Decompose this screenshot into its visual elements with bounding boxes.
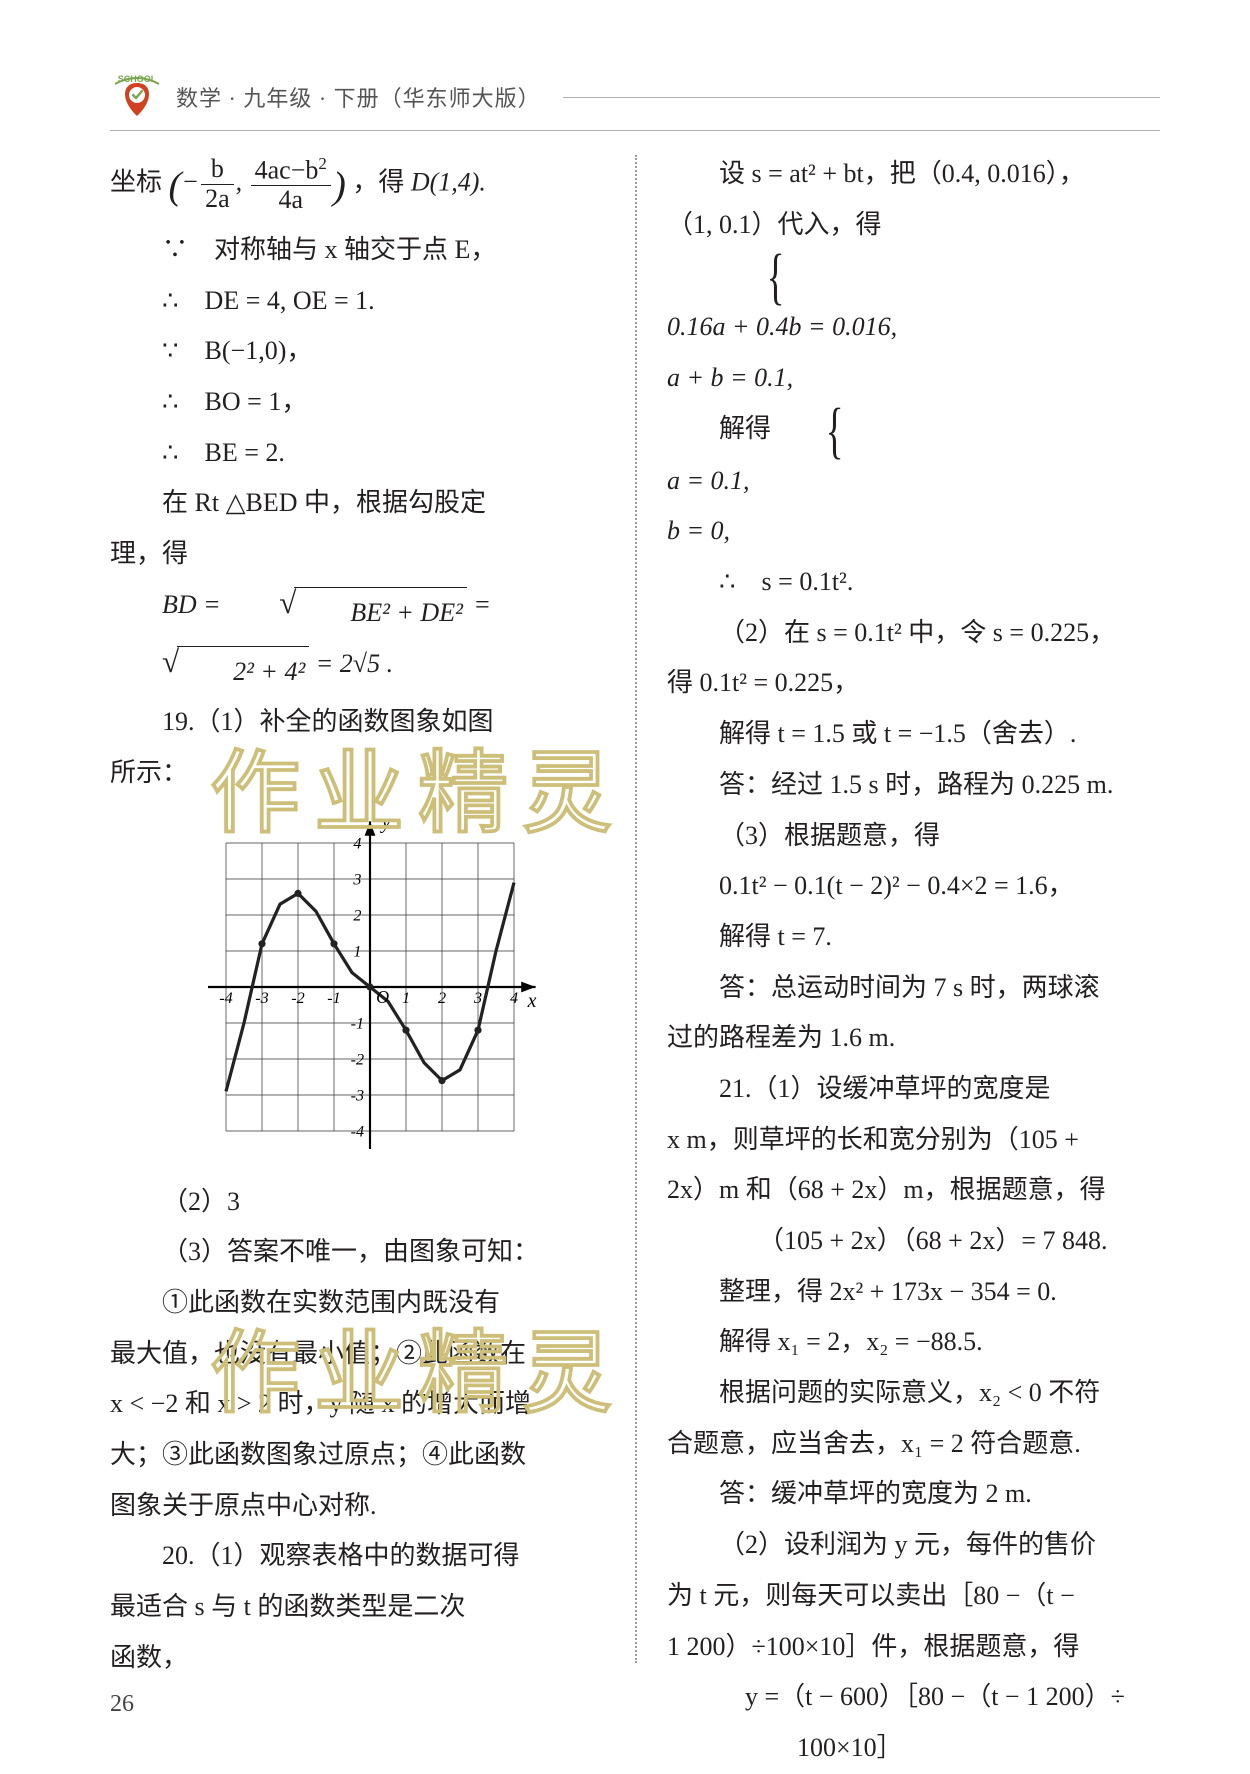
svg-text:4: 4 [510, 989, 518, 1007]
page-number: 26 [110, 1691, 134, 1718]
svg-text:3: 3 [352, 870, 361, 888]
q21-2: 根据问题的实际意义，x₂ < 0 不符 [667, 1368, 1160, 1419]
svg-text:-2: -2 [291, 989, 304, 1007]
q21-2b: 合题意，应当舍去，x₁ = 2 符合题意. [667, 1419, 1160, 1470]
q20-1: 20.（1）观察表格中的数据可得 [110, 1531, 613, 1582]
svg-text:-1: -1 [351, 1014, 364, 1032]
q21-4: （2）设利润为 y 元，每件的售价 [667, 1520, 1160, 1571]
svg-text:4: 4 [353, 834, 361, 852]
q21-1c: 2x）m 和（68 + 2x）m，根据题意，得 [667, 1165, 1160, 1216]
r5: 答：经过 1.5 s 时，路程为 0.225 m. [667, 760, 1160, 811]
svg-text:x: x [527, 989, 537, 1011]
right-column: 设 s = at² + bt，把（0.4, 0.016）， （1, 0.1）代入… [635, 149, 1160, 1669]
svg-text:-4: -4 [219, 989, 232, 1007]
function-graph: -4 -3 -2 -1 1 2 3 4 -4 -3 -2 -1 1 2 3 4 Ox y [180, 807, 560, 1167]
r2: ∴ s = 0.1t². [667, 557, 1160, 608]
r1b: （1, 0.1）代入，得 [667, 200, 1160, 251]
svg-text:1: 1 [402, 989, 410, 1007]
r3: （2）在 s = 0.1t² 中，令 s = 0.225， [667, 608, 1160, 659]
svg-text:2: 2 [438, 989, 446, 1007]
left-column: 坐标 (−b2a, 4ac−b24a) ，得 D(1,4). ∵ 对称轴与 x … [110, 149, 635, 1669]
q20-1b: 最适合 s 与 t 的函数类型是二次 [110, 1582, 613, 1633]
svg-text:-3: -3 [351, 1086, 364, 1104]
q19-3a: ①此函数在实数范围内既没有 [110, 1278, 613, 1329]
r1: 设 s = at² + bt，把（0.4, 0.016）， [667, 149, 1160, 200]
q19-3: （3）答案不唯一，由图象可知： [110, 1227, 613, 1278]
q21-3: 答：缓冲草坪的宽度为 2 m. [667, 1469, 1160, 1520]
svg-text:3: 3 [473, 989, 482, 1007]
q21-eq1: （105 + 2x）（68 + 2x）= 7 848. [667, 1216, 1160, 1267]
q21-1b: x m，则草坪的长和宽分别为（105 + [667, 1115, 1160, 1166]
line-l5: ∴ BO = 1， [110, 377, 613, 428]
q21-4b: 为 t 元，则每天可以卖出［80 −（t − [667, 1571, 1160, 1622]
r8: 解得 t = 7. [667, 912, 1160, 963]
line-l3: ∴ DE = 4, OE = 1. [110, 276, 613, 327]
q19-3b: 最大值，也没有最小值；②此函数在 [110, 1329, 613, 1380]
q19-3e: 图象关于原点中心对称. [110, 1481, 613, 1532]
svg-text:-1: -1 [327, 989, 340, 1007]
svg-text:-4: -4 [351, 1122, 364, 1140]
q21-5b: 100×10］ [667, 1723, 1160, 1774]
r9: 答：总运动时间为 7 s 时，两球滚 [667, 963, 1160, 1014]
system-1: { [667, 250, 1160, 302]
svg-text:y: y [380, 811, 391, 833]
line-l4: ∵ B(−1,0)， [110, 326, 613, 377]
header-rule [563, 97, 1160, 98]
q21-eq3: 解得 x₁ = 2，x₂ = −88.5. [667, 1317, 1160, 1368]
svg-text:-2: -2 [351, 1050, 364, 1068]
q21-4c: 1 200）÷100×10］件，根据题意，得 [667, 1622, 1160, 1673]
q21-1: 21.（1）设缓冲草坪的宽度是 [667, 1064, 1160, 1115]
svg-text:2: 2 [353, 906, 361, 924]
r4: 解得 t = 1.5 或 t = −1.5（舍去）. [667, 709, 1160, 760]
q19-1b: 所示： [110, 748, 613, 799]
bd-equation: BD = √BE² + DE² = √2² + 4² = 2√5 . [110, 580, 613, 697]
vertex-formula-line: 坐标 (−b2a, 4ac−b24a) ，得 D(1,4). [110, 149, 613, 225]
header-title: 数学 · 九年级 · 下册（华东师大版） [176, 81, 541, 113]
svg-text:SCHOOL: SCHOOL [118, 74, 157, 84]
svg-text:-3: -3 [255, 989, 268, 1007]
line-l7: 在 Rt △BED 中，根据勾股定 [110, 478, 613, 529]
svg-text:1: 1 [353, 942, 361, 960]
school-logo: SCHOOL [110, 70, 164, 124]
column-divider [635, 155, 637, 1663]
line-l7b: 理，得 [110, 529, 613, 580]
q19-3c: x < −2 和 x > 2 时，y 随 x 的增大而增 [110, 1379, 613, 1430]
svg-text:O: O [376, 987, 389, 1007]
r6: （3）根据题意，得 [667, 811, 1160, 862]
r7: 0.1t² − 0.1(t − 2)² − 0.4×2 = 1.6， [667, 861, 1160, 912]
q21-5: y =（t − 600）［80 −（t − 1 200）÷ [667, 1672, 1160, 1723]
q19-1: 19.（1）补全的函数图象如图 [110, 697, 613, 748]
q21-eq2: 整理，得 2x² + 173x − 354 = 0. [667, 1267, 1160, 1318]
q20-1c: 函数， [110, 1633, 613, 1684]
r3b: 得 0.1t² = 0.225， [667, 658, 1160, 709]
q19-2: （2）3 [110, 1177, 613, 1228]
page-header: SCHOOL 数学 · 九年级 · 下册（华东师大版） [110, 70, 1160, 131]
r9b: 过的路程差为 1.6 m. [667, 1013, 1160, 1064]
line-l6: ∴ BE = 2. [110, 428, 613, 479]
q19-3d: 大；③此函数图象过原点；④此函数 [110, 1430, 613, 1481]
system-2: 解得 { [667, 404, 1160, 456]
line-l2: ∵ 对称轴与 x 轴交于点 E， [110, 225, 613, 276]
